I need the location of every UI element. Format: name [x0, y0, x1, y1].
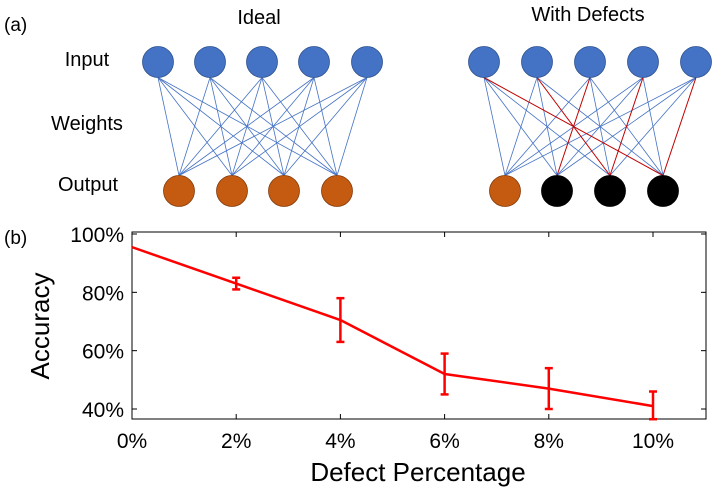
weight-edge: [504, 77, 697, 176]
defective-output-node: [594, 175, 626, 207]
defective-output-node: [647, 175, 679, 207]
x-tick-label: 2%: [221, 430, 251, 453]
accuracy-line: [131, 245, 654, 408]
weight-edge: [504, 77, 538, 176]
defect-weight-edge: [662, 77, 697, 176]
input-node: [468, 46, 500, 78]
weight-edge: [336, 77, 368, 176]
weight-edge: [283, 77, 368, 176]
y-tick-label: 100%: [70, 224, 124, 247]
weight-edge: [504, 77, 591, 176]
output-node: [163, 175, 195, 207]
weight-edge: [483, 77, 506, 176]
defects-title: With Defects: [531, 4, 644, 26]
x-tick-label: 8%: [534, 430, 564, 453]
weight-edge: [231, 77, 368, 176]
defective-output-node: [541, 175, 573, 207]
weight-edge: [178, 77, 315, 176]
accuracy-chart: 40% 60% 80% 100% 0% 2% 4% 6% 8% 10% Accuracy Def…: [25, 224, 707, 487]
input-node: [142, 46, 174, 78]
ideal-network: [142, 46, 383, 207]
x-axis-label: Defect Percentage: [310, 457, 525, 487]
x-tick-label: 10%: [632, 430, 674, 453]
ideal-title: Ideal: [237, 7, 280, 29]
x-axis-ticks: 0% 2% 4% 6% 8% 10%: [117, 232, 674, 453]
weight-edge: [178, 77, 368, 176]
input-node: [574, 46, 606, 78]
input-node: [194, 46, 226, 78]
row-label-output: Output: [58, 174, 118, 196]
output-node: [268, 175, 300, 207]
weight-edge: [157, 77, 233, 176]
weight-edge: [483, 77, 558, 176]
input-node: [246, 46, 278, 78]
defects-network: [468, 46, 712, 207]
x-tick-label: 4%: [325, 430, 355, 453]
output-node: [216, 175, 248, 207]
x-tick-label: 0%: [117, 430, 147, 453]
y-tick-label: 40%: [82, 399, 124, 422]
plot-frame: [131, 231, 707, 420]
input-node: [680, 46, 712, 78]
weight-edge: [178, 77, 211, 176]
series-layer: [131, 245, 657, 421]
y-tick-label: 60%: [82, 341, 124, 364]
output-node: [489, 175, 521, 207]
weight-edge: [157, 77, 180, 176]
row-label-input: Input: [65, 49, 110, 71]
x-tick-label: 6%: [429, 430, 459, 453]
weight-edge: [178, 77, 263, 176]
y-axis-ticks: 40% 60% 80% 100%: [70, 224, 706, 422]
output-node: [321, 175, 353, 207]
y-axis-label: Accuracy: [25, 273, 55, 380]
panel-a-label: (a): [4, 15, 27, 36]
input-node: [627, 46, 659, 78]
defect-weight-edge: [556, 77, 591, 176]
input-node: [298, 46, 330, 78]
row-label-weights: Weights: [51, 113, 123, 135]
defect-weight-edge: [609, 77, 644, 176]
weight-edge: [609, 77, 697, 176]
panel-b-label: (b): [4, 228, 27, 249]
input-node: [351, 46, 383, 78]
input-node: [521, 46, 553, 78]
y-tick-label: 80%: [82, 282, 124, 305]
